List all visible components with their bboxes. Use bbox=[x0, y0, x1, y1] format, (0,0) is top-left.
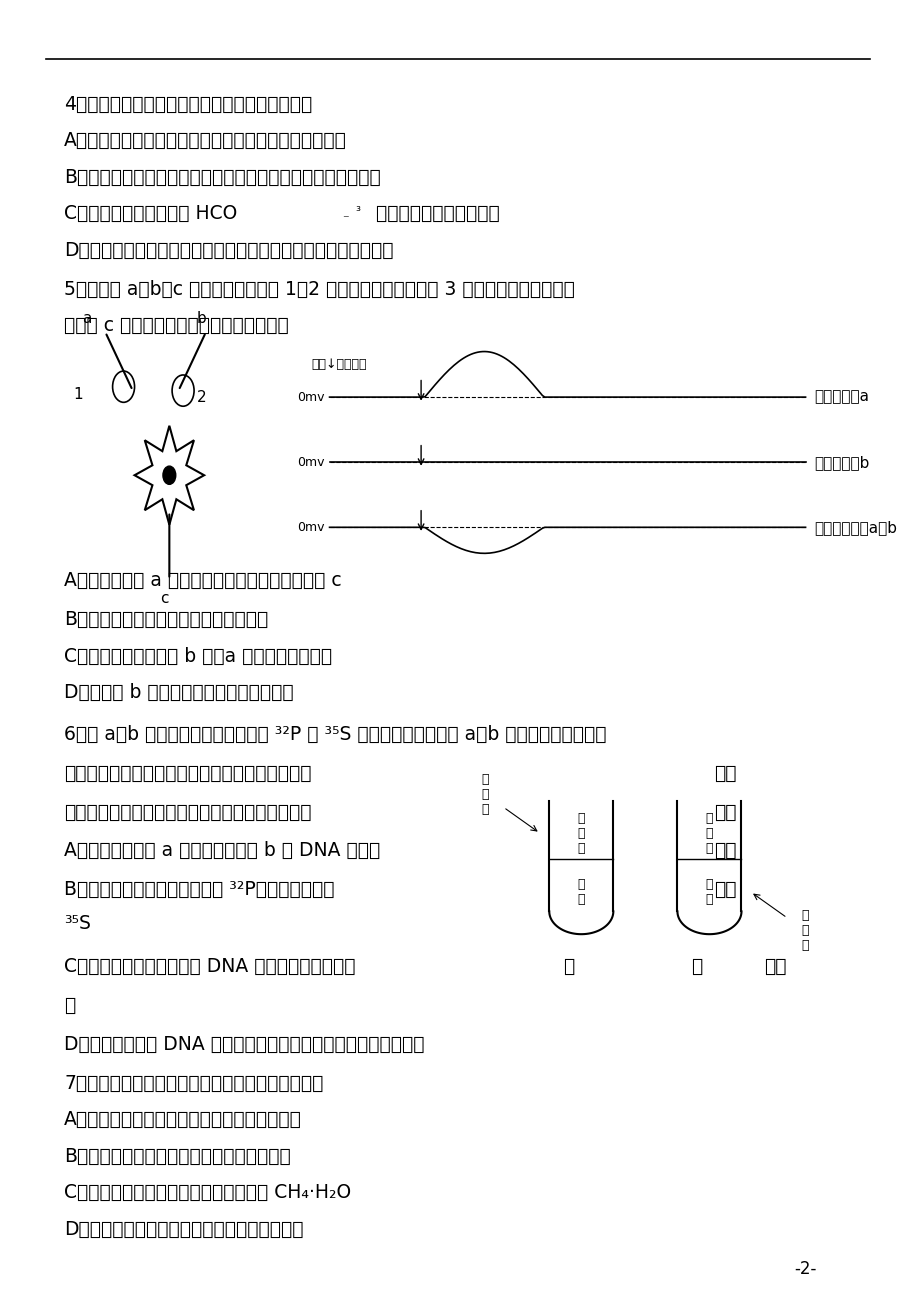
Text: 射性: 射性 bbox=[713, 841, 736, 859]
Text: 上
清
液: 上 清 液 bbox=[577, 811, 584, 855]
Text: -2-: -2- bbox=[793, 1260, 816, 1279]
Text: 神经元 c 上的电位变化。下列叙述正确的是: 神经元 c 上的电位变化。下列叙述正确的是 bbox=[64, 316, 289, 335]
Text: 0mv: 0mv bbox=[297, 521, 324, 534]
Text: 内: 内 bbox=[64, 996, 75, 1014]
Text: c: c bbox=[160, 591, 168, 607]
Text: C．可燃冰是新型清洁能源，其化学式为 CH₄·H₂O: C．可燃冰是新型清洁能源，其化学式为 CH₄·H₂O bbox=[64, 1184, 351, 1202]
Text: B．乙表明兴奋在突触间的传递是单向的: B．乙表明兴奋在突触间的传递是单向的 bbox=[64, 611, 268, 629]
Text: ⁻: ⁻ bbox=[342, 214, 348, 227]
Text: 放
射
性: 放 射 性 bbox=[481, 772, 488, 816]
Text: ₃: ₃ bbox=[355, 201, 360, 214]
Text: A．甲表明刺激 a 时兴奋以电信号形式迅速传导给 c: A．甲表明刺激 a 时兴奋以电信号形式迅速传导给 c bbox=[64, 572, 341, 590]
Text: 乙：只刺激b: 乙：只刺激b bbox=[814, 454, 869, 470]
Text: b: b bbox=[197, 311, 207, 327]
Text: 心管: 心管 bbox=[713, 764, 736, 783]
Text: 7．化学与生产、生活密切相关。下列说法正确的是: 7．化学与生产、生活密切相关。下列说法正确的是 bbox=[64, 1074, 323, 1092]
Text: C．剧烈运动后，血液中 HCO: C．剧烈运动后，血液中 HCO bbox=[64, 204, 237, 223]
Text: 上
清
液: 上 清 液 bbox=[705, 811, 712, 855]
Text: B．碳纤维、有机玻璃都属于有机高分子材料: B．碳纤维、有机玻璃都属于有机高分子材料 bbox=[64, 1147, 290, 1165]
Circle shape bbox=[112, 371, 134, 402]
Text: B．可以确定甲管的放射性来自 ³²P，乙管的放射性: B．可以确定甲管的放射性来自 ³²P，乙管的放射性 bbox=[64, 880, 335, 898]
Text: C．乙也可表示只刺激 b 时，a 神经元的电位变化: C．乙也可表示只刺激 b 时，a 神经元的电位变化 bbox=[64, 647, 332, 665]
Polygon shape bbox=[134, 426, 204, 525]
Text: 注：↓表示刺激: 注：↓表示刺激 bbox=[311, 358, 367, 371]
Text: 甲：只刺激a: 甲：只刺激a bbox=[814, 389, 868, 405]
Text: A．醋酸除水垢，纯碱去油污都发生了化学变化: A．醋酸除水垢，纯碱去油污都发生了化学变化 bbox=[64, 1111, 301, 1129]
Text: 杆菌: 杆菌 bbox=[764, 957, 786, 975]
Text: 4．下列关于人体生命活动调节的叙述，错误的是: 4．下列关于人体生命活动调节的叙述，错误的是 bbox=[64, 95, 312, 113]
Text: B．剧烈运动时，皮肤血管舒张，汗液分泌增加，利于机体散热: B．剧烈运动时，皮肤血管舒张，汗液分泌增加，利于机体散热 bbox=[64, 168, 380, 186]
Text: 来自: 来自 bbox=[713, 880, 736, 898]
Text: 6．有 a、b 两类噬菌体，它们均已被 ³²P 或 ³⁵S 中的一种标记过。将 a、b 噬菌体分别侵染甲、: 6．有 a、b 两类噬菌体，它们均已被 ³²P 或 ³⁵S 中的一种标记过。将 … bbox=[64, 725, 606, 743]
Text: 乙: 乙 bbox=[690, 957, 701, 975]
Circle shape bbox=[163, 466, 176, 484]
Text: a: a bbox=[83, 311, 92, 327]
Text: 的是: 的是 bbox=[713, 803, 736, 822]
Text: D．伴随着噬菌体 DNA 的复制，乙管内沉淀物的放射性将逐渐增强: D．伴随着噬菌体 DNA 的复制，乙管内沉淀物的放射性将逐渐增强 bbox=[64, 1035, 425, 1053]
Text: 内放射性物质的位置，结果如下图。下列叙述正确: 内放射性物质的位置，结果如下图。下列叙述正确 bbox=[64, 803, 312, 822]
Text: 1: 1 bbox=[74, 387, 83, 402]
Text: 放
射
性: 放 射 性 bbox=[801, 909, 809, 953]
Text: 0mv: 0mv bbox=[297, 456, 324, 469]
Text: 沉
淀: 沉 淀 bbox=[705, 878, 712, 906]
Text: A．寒冷环境中，细胞中葡萄糖分解成丙酮酸的速度加快: A．寒冷环境中，细胞中葡萄糖分解成丙酮酸的速度加快 bbox=[64, 132, 346, 150]
Text: 甲: 甲 bbox=[562, 957, 573, 975]
Text: C．检测结果表明噬菌体的 DNA 和蛋白质可侵入大肠: C．检测结果表明噬菌体的 DNA 和蛋白质可侵入大肠 bbox=[64, 957, 356, 975]
Text: 0mv: 0mv bbox=[297, 391, 324, 404]
Text: 的含量较运动前有所增加: 的含量较运动前有所增加 bbox=[369, 204, 499, 223]
Text: A．实验结果表明 a 的蛋白质外壳和 b 的 DNA 均有放: A．实验结果表明 a 的蛋白质外壳和 b 的 DNA 均有放 bbox=[64, 841, 380, 859]
Text: 沉
淀: 沉 淀 bbox=[577, 878, 584, 906]
Text: D．丙表明 b 神经元能释放抑制性神经递质: D．丙表明 b 神经元能释放抑制性神经递质 bbox=[64, 684, 293, 702]
Text: 乙两管大肠杆菌，经保温、搅拌和离心后，检测离: 乙两管大肠杆菌，经保温、搅拌和离心后，检测离 bbox=[64, 764, 312, 783]
Text: D．紧张焦虑时，人体肾上腺素分泌增加，神经系统的兴奋性增强: D．紧张焦虑时，人体肾上腺素分泌增加，神经系统的兴奋性增强 bbox=[64, 241, 393, 259]
Text: 丙：同时刺激a、b: 丙：同时刺激a、b bbox=[814, 519, 897, 535]
Text: ³⁵S: ³⁵S bbox=[64, 914, 91, 932]
Text: 5．下图中 a、b、c 三个神经元构成了 1、2 两个突触，甲、乙、丙 3 条曲线为不同刺激引起: 5．下图中 a、b、c 三个神经元构成了 1、2 两个突触，甲、乙、丙 3 条曲… bbox=[64, 280, 574, 298]
Circle shape bbox=[172, 375, 194, 406]
Text: D．煤的气化、液化和石油的分馏都为物理变化: D．煤的气化、液化和石油的分馏都为物理变化 bbox=[64, 1220, 303, 1238]
Text: 2: 2 bbox=[197, 389, 206, 405]
